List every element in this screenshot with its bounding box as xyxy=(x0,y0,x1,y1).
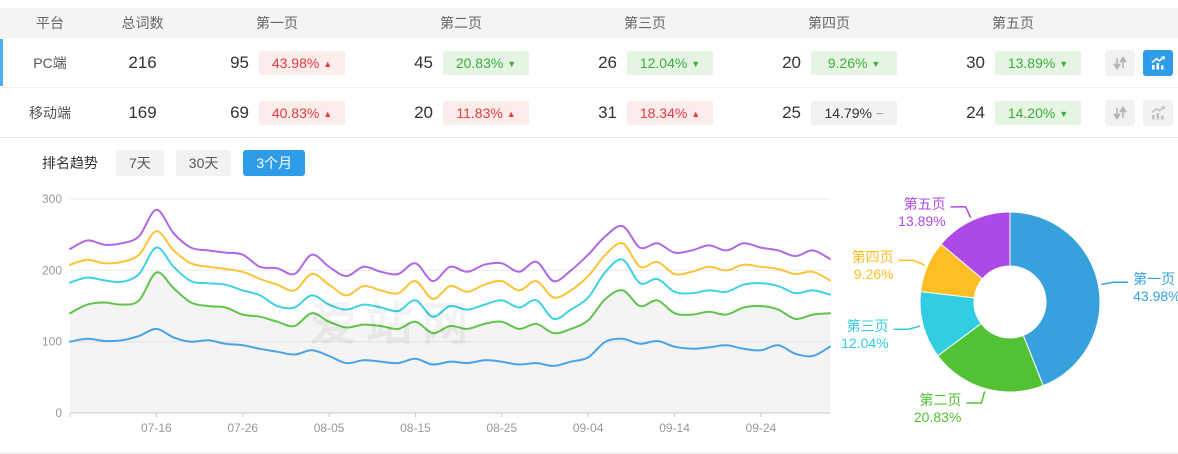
svg-text:07-26: 07-26 xyxy=(227,421,258,435)
col-header-page1: 第一页 xyxy=(256,15,298,31)
donut-label-1: 第一页 43.98% xyxy=(1133,271,1178,305)
trend-chart-icon xyxy=(1151,55,1165,69)
row-actions xyxy=(1105,99,1178,126)
svg-text:300: 300 xyxy=(42,192,62,206)
change-badge: 12.04% ▼ xyxy=(627,50,713,75)
page5-count: 30 xyxy=(966,52,985,72)
donut-label-2: 第二页 20.83% xyxy=(913,392,962,426)
total-words-value: 216 xyxy=(128,52,157,72)
svg-text:08-15: 08-15 xyxy=(400,421,431,435)
page5-cell: 30 13.89% ▼ xyxy=(921,50,1105,75)
change-badge: 40.83% ▲ xyxy=(259,100,345,125)
change-badge: 20.83% ▼ xyxy=(443,50,529,75)
sort-arrows-icon xyxy=(1112,105,1128,120)
total-words-value: 169 xyxy=(128,102,157,122)
col-header-page2: 第二页 xyxy=(440,15,482,31)
svg-text:09-24: 09-24 xyxy=(746,421,777,435)
page1-count: 95 xyxy=(230,52,249,72)
page3-cell: 26 12.04% ▼ xyxy=(553,50,737,75)
donut-slice-2 xyxy=(937,322,1044,393)
svg-text:07-16: 07-16 xyxy=(141,421,172,435)
donut-slice-1 xyxy=(1009,211,1101,387)
sort-button[interactable] xyxy=(1105,99,1135,126)
donut-canvas xyxy=(893,206,1129,404)
change-badge: 14.20% ▼ xyxy=(995,100,1081,125)
donut-label-5: 第五页 13.89% xyxy=(898,195,946,229)
change-badge: 14.79% − xyxy=(811,100,897,125)
trend-chart-icon xyxy=(1151,105,1165,119)
page3-count: 31 xyxy=(598,102,617,122)
col-header-page3: 第三页 xyxy=(624,15,666,31)
svg-text:100: 100 xyxy=(42,335,62,349)
svg-text:0: 0 xyxy=(55,406,62,420)
page1-cell: 69 40.83% ▲ xyxy=(185,100,369,125)
change-badge: 9.26% ▼ xyxy=(811,50,897,75)
page1-cell: 95 43.98% ▲ xyxy=(185,50,369,75)
platform-label: 移动端 xyxy=(29,104,71,121)
col-header-total-words: 总词数 xyxy=(121,15,164,31)
change-badge: 11.83% ▲ xyxy=(443,100,529,125)
tab-3months[interactable]: 3个月 xyxy=(243,150,306,176)
trend-section-header: 排名趋势 7天 30天 3个月 xyxy=(42,150,317,176)
col-header-page5: 第五页 xyxy=(992,15,1034,31)
page5-count: 24 xyxy=(966,102,985,122)
page3-cell: 31 18.34% ▲ xyxy=(553,100,737,125)
sort-button[interactable] xyxy=(1105,49,1135,76)
tab-7days[interactable]: 7天 xyxy=(116,150,164,176)
donut-label-3: 第三页 12.04% xyxy=(841,318,889,352)
svg-text:200: 200 xyxy=(42,263,62,277)
page4-count: 20 xyxy=(782,52,801,72)
sort-arrows-icon xyxy=(1112,55,1128,70)
tab-30days[interactable]: 30天 xyxy=(175,150,232,176)
page3-count: 26 xyxy=(598,52,617,72)
table-row-mobile[interactable]: 移动端 169 69 40.83% ▲ 20 11.83% ▲ 31 18.34… xyxy=(0,88,1178,138)
trend-title: 排名趋势 xyxy=(42,155,98,171)
page2-cell: 20 11.83% ▲ xyxy=(369,100,553,125)
trend-chart-button[interactable] xyxy=(1143,99,1173,126)
trend-line-chart-canvas: 0 100 200 300 07-16 07-26 08-05 08-15 08-25 09-04… xyxy=(42,192,831,435)
trend-chart-button[interactable] xyxy=(1143,49,1173,76)
donut-label-4: 第四页 9.26% xyxy=(851,249,894,283)
page4-count: 25 xyxy=(782,102,801,122)
page4-cell: 25 14.79% − xyxy=(737,100,921,125)
platform-label: PC端 xyxy=(33,54,67,71)
page4-cell: 20 9.26% ▼ xyxy=(737,50,921,75)
change-badge: 18.34% ▲ xyxy=(627,100,713,125)
page2-count: 45 xyxy=(414,52,433,72)
svg-text:09-14: 09-14 xyxy=(659,421,690,435)
change-badge: 43.98% ▲ xyxy=(259,50,345,75)
donut-slice-5 xyxy=(940,211,1011,280)
change-badge: 13.89% ▼ xyxy=(995,50,1081,75)
col-header-page4: 第四页 xyxy=(808,15,850,31)
table-row-pc[interactable]: PC端 216 95 43.98% ▲ 45 20.83% ▼ 26 12.04… xyxy=(0,38,1178,88)
page2-cell: 45 20.83% ▼ xyxy=(369,50,553,75)
svg-text:09-04: 09-04 xyxy=(573,421,604,435)
page2-count: 20 xyxy=(414,102,433,122)
svg-text:08-25: 08-25 xyxy=(486,421,517,435)
row-actions xyxy=(1105,49,1178,76)
svg-text:08-05: 08-05 xyxy=(314,421,345,435)
page-distribution-donut: 第一页 43.98% 第二页 20.83% 第三页 12.04% 第四页 9.26% 第五页 13… xyxy=(840,184,1178,453)
page1-count: 69 xyxy=(230,102,249,122)
page5-cell: 24 14.20% ▼ xyxy=(921,100,1105,125)
table-header-row: 平台 总词数 第一页 第二页 第三页 第四页 第五页 xyxy=(0,8,1178,38)
col-header-platform: 平台 xyxy=(36,15,64,31)
trend-line-chart: 0 100 200 300 07-16 07-26 08-05 08-15 08-25 09-04… xyxy=(28,188,840,440)
